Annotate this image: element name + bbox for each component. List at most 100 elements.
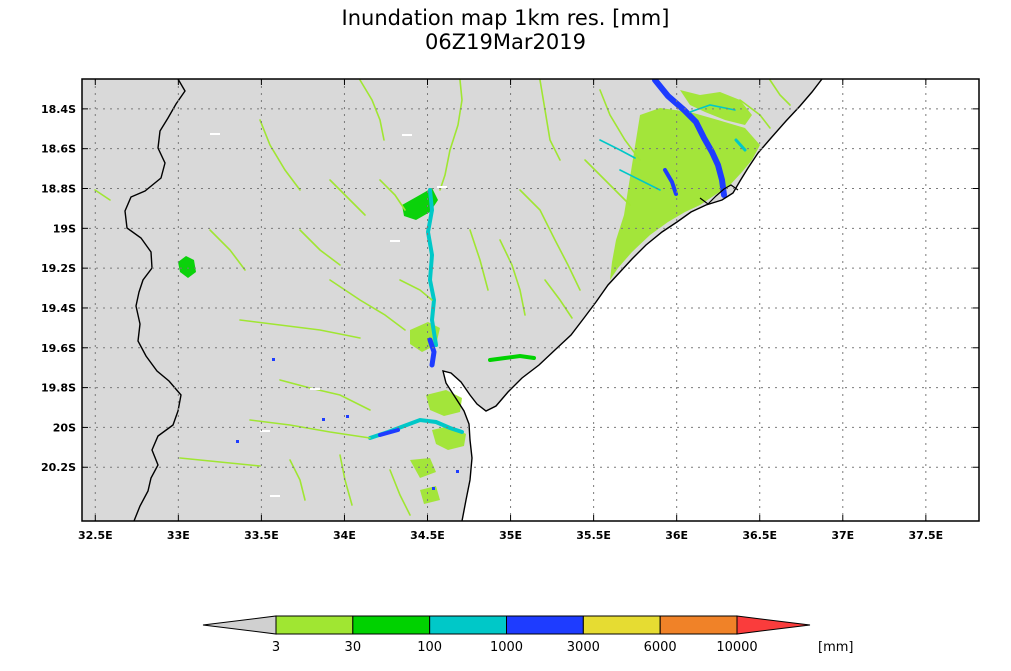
colorbar-unit: [mm] <box>818 640 853 655</box>
flood-point <box>236 440 239 443</box>
flood-channel <box>488 353 536 362</box>
river-line <box>359 79 385 141</box>
flood-point <box>272 358 275 361</box>
colorbar-label: 30 <box>345 640 362 655</box>
colorbar-segment <box>275 615 354 635</box>
missing-data <box>210 133 220 135</box>
colorbar-label: 1000 <box>490 640 523 655</box>
colorbar-label: 3000 <box>567 640 600 655</box>
river-line <box>599 139 636 159</box>
river-line <box>299 229 341 266</box>
flooded-river <box>652 79 727 198</box>
river-line <box>94 189 111 201</box>
missing-data <box>270 495 280 497</box>
lon-tick-label: 36.5E <box>742 529 777 542</box>
colorbar-max-arrow <box>736 615 811 635</box>
river-line <box>499 239 526 316</box>
flood-point <box>432 487 435 490</box>
river-line <box>469 229 489 291</box>
lat-tick-label: 19.8S <box>41 382 76 395</box>
river-line <box>249 419 371 439</box>
river-line <box>389 469 411 516</box>
lon-tick-label: 33.5E <box>244 529 279 542</box>
river-line <box>209 229 246 271</box>
lat-tick-label: 18.4S <box>41 103 76 116</box>
river-line <box>439 79 463 191</box>
river-line <box>329 279 406 331</box>
flood-area <box>178 256 196 278</box>
river-line <box>544 279 573 319</box>
river-line <box>339 454 353 506</box>
lon-tick-label: 36E <box>665 529 688 542</box>
flood-area <box>410 458 436 478</box>
river-line <box>239 319 361 339</box>
lat-tick-label: 18.6S <box>41 143 76 156</box>
colorbar-label: 6000 <box>644 640 677 655</box>
river-line <box>179 457 261 467</box>
lon-tick-label: 34E <box>333 529 356 542</box>
flood-area <box>610 108 760 280</box>
missing-data <box>390 240 400 242</box>
border-line <box>124 79 186 521</box>
lon-tick-label: 35.5E <box>576 529 611 542</box>
river-line <box>259 119 301 191</box>
missing-data <box>402 134 412 136</box>
flood-area <box>420 486 440 504</box>
lat-tick-label: 19.4S <box>41 302 76 315</box>
colorbar-segment <box>429 615 507 635</box>
lat-tick-label: 20S <box>53 421 76 434</box>
colorbar-segment <box>506 615 584 635</box>
river-line <box>584 159 631 206</box>
colorbar-label: 10000 <box>716 640 757 655</box>
lon-tick-label: 35E <box>499 529 522 542</box>
river-line <box>619 169 661 191</box>
flooded-river <box>425 188 438 347</box>
lat-tick-label: 19.2S <box>41 262 76 275</box>
river-line <box>769 79 791 106</box>
river-line <box>599 89 641 161</box>
colorbar-segment <box>582 615 661 635</box>
lon-tick-label: 33E <box>167 529 190 542</box>
river-line <box>539 79 561 161</box>
title-line-2: 06Z19Mar2019 <box>425 30 586 54</box>
lon-tick-label: 37.5E <box>909 529 944 542</box>
river-line <box>379 179 406 211</box>
flooded-river <box>427 337 437 368</box>
flood-point <box>346 415 349 418</box>
grid-lines <box>82 79 979 521</box>
lon-tick-label: 34.5E <box>410 529 445 542</box>
flooded-river <box>734 138 747 152</box>
axis-ticks: 32.5E 33E 33.5E 34E 34.5E 35E 35.5E 36E 36.5E 37E… <box>41 79 979 542</box>
flood-point <box>322 418 325 421</box>
river-line <box>519 189 581 291</box>
colorbar-segment <box>352 615 431 635</box>
lon-tick-label: 37E <box>831 529 854 542</box>
lon-tick-label: 32.5E <box>78 529 113 542</box>
missing-data <box>260 430 270 432</box>
plot-frame <box>81 78 980 522</box>
river-line <box>329 179 366 216</box>
title-line-1: Inundation map 1km res. [mm] <box>341 6 670 30</box>
colorbar-segment <box>659 615 738 635</box>
river-line <box>289 459 306 501</box>
colorbar-min-arrow <box>202 615 277 635</box>
flood-area <box>680 90 752 125</box>
colorbar-label: 3 <box>272 640 280 655</box>
lat-tick-label: 19.6S <box>41 342 76 355</box>
missing-data <box>437 186 447 188</box>
map-title: Inundation map 1km res. [mm] 06Z19Mar201… <box>0 6 1011 54</box>
inundation-features <box>94 79 791 516</box>
colorbar: 3 30 100 1000 3000 6000 10000 [mm] <box>202 615 853 655</box>
flooded-river <box>663 168 678 196</box>
coastline <box>442 79 823 521</box>
estuary-outline <box>699 184 739 205</box>
lat-tick-label: 19S <box>53 222 76 235</box>
flood-area <box>426 390 462 416</box>
lat-tick-label: 20.2S <box>41 461 76 474</box>
lat-tick-label: 18.8S <box>41 183 76 196</box>
missing-data <box>310 388 320 390</box>
flooded-river <box>378 428 400 437</box>
river-line <box>689 104 736 113</box>
colorbar-label: 100 <box>417 640 442 655</box>
